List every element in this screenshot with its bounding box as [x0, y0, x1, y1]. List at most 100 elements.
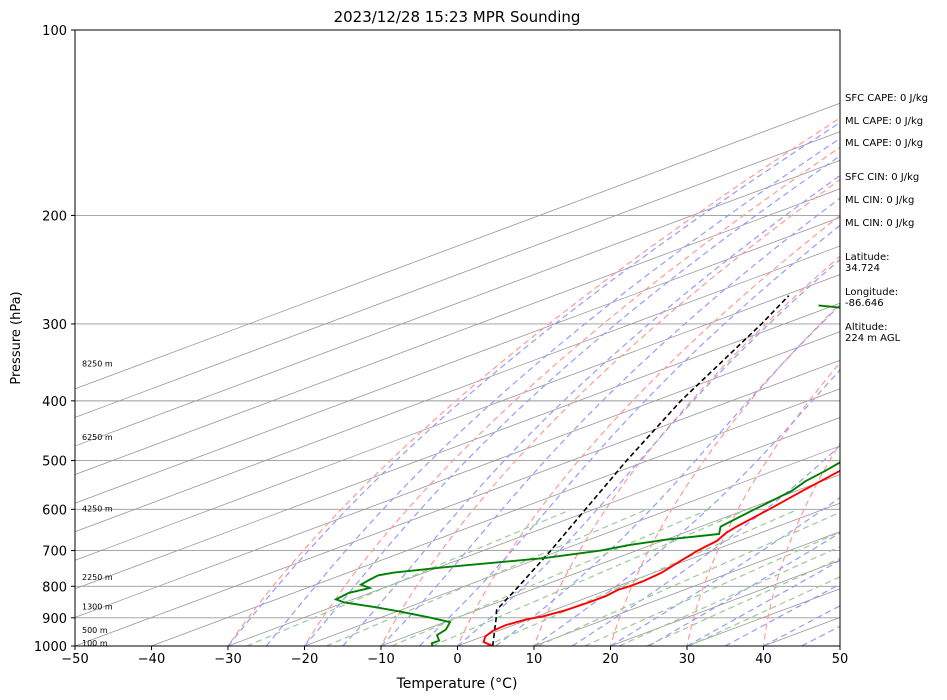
altitude-label: Altitude: — [845, 322, 888, 333]
moist-adiabat-line — [571, 444, 840, 646]
x-tick-label: 30 — [679, 652, 696, 667]
mixing-ratio-line — [646, 557, 840, 646]
y-tick-label: 300 — [42, 318, 67, 333]
x-tick-label: 50 — [832, 652, 849, 667]
background-lines — [75, 30, 840, 646]
isotherm-line — [151, 388, 840, 646]
height-label: 2250 m — [82, 573, 113, 582]
sfc-cape-text: SFC CAPE: 0 J/kg — [845, 93, 928, 104]
x-tick-label: 0 — [453, 652, 461, 667]
x-tick-label: −10 — [367, 652, 394, 667]
profile-lines — [333, 295, 840, 646]
isotherm-line — [227, 417, 840, 646]
ml-cin-text-2: ML CIN: 0 J/kg — [845, 218, 915, 229]
dry-adiabat-line — [762, 442, 840, 646]
isotherm-line — [457, 502, 840, 646]
ml-cape-text-2: ML CAPE: 0 J/kg — [845, 138, 924, 149]
moist-adiabat-line — [418, 224, 840, 646]
mixing-ratio-line — [584, 531, 840, 646]
mixing-ratio-line — [326, 508, 648, 646]
mixing-ratio-line — [688, 576, 840, 646]
parcel-profile-line — [491, 295, 790, 646]
height-label: 4250 m — [82, 504, 113, 513]
dry-adiabat-line — [456, 214, 840, 646]
temperature-profile-line — [482, 469, 840, 646]
dry-adiabat-line — [533, 255, 840, 646]
isotherm-line — [75, 274, 840, 561]
height-label: 8250 m — [82, 360, 113, 369]
x-tick-label: −30 — [214, 652, 241, 667]
y-tick-label: 900 — [42, 612, 67, 627]
dry-adiabat-lines — [227, 117, 840, 646]
x-tick-label: 20 — [602, 652, 619, 667]
y-tick-label: 200 — [42, 209, 67, 224]
altitude-value: 224 m AGL — [845, 333, 901, 344]
moist-adiabat-line — [380, 197, 840, 646]
dry-adiabat-line — [227, 117, 840, 646]
moist-adiabat-line — [304, 155, 840, 646]
sfc-cin-text: SFC CIN: 0 J/kg — [845, 172, 920, 183]
height-label: 6250 m — [82, 433, 113, 442]
isotherm-line — [75, 302, 840, 590]
moist-adiabat-line — [457, 258, 840, 646]
moist-adiabat-line — [227, 121, 840, 646]
isotherm-line — [75, 359, 840, 646]
isotherm-line — [75, 188, 840, 475]
x-axis-label: Temperature (°C) — [396, 676, 518, 692]
plot-frame — [74, 29, 841, 647]
longitude-value: -86.646 — [845, 298, 884, 309]
mixing-ratio-line — [537, 511, 840, 646]
latitude-value: 34.724 — [845, 263, 880, 274]
sounding-stats-panel: SFC CAPE: 0 J/kg ML CAPE: 0 J/kg ML CAPE… — [845, 0, 947, 700]
mixing-ratio-lines — [246, 508, 840, 646]
isotherm-line — [75, 131, 840, 418]
x-tick-label: 40 — [755, 652, 772, 667]
x-tick-label: 10 — [526, 652, 543, 667]
x-tick-label: −50 — [61, 652, 88, 667]
y-tick-label: 600 — [42, 503, 67, 518]
dry-adiabat-line — [686, 361, 840, 646]
dewpoint-profile-line — [333, 304, 840, 646]
x-tick-label: −40 — [138, 652, 165, 667]
y-axis-label: Pressure (hPa) — [9, 291, 24, 384]
isotherm-line — [75, 102, 840, 390]
longitude-block: Longitude: -86.646 — [845, 287, 898, 309]
chart-title: 2023/12/28 15:23 MPR Sounding — [334, 8, 581, 26]
y-tick-label: 100 — [42, 24, 67, 39]
x-tick-label: −20 — [291, 652, 318, 667]
isotherm-line — [75, 331, 840, 618]
moist-adiabat-line — [342, 174, 840, 646]
y-tick-label: 500 — [42, 455, 67, 470]
latitude-label: Latitude: — [845, 252, 890, 263]
mixing-ratio-line — [485, 508, 799, 646]
height-label: 500 m — [82, 626, 108, 635]
isobar-gridlines — [75, 30, 840, 646]
isotherm-line — [533, 531, 840, 646]
longitude-label: Longitude: — [845, 287, 899, 298]
ml-cape-text: ML CAPE: 0 J/kg — [845, 116, 924, 127]
mixing-ratio-line — [391, 508, 710, 646]
mixing-ratio-line — [619, 545, 840, 646]
height-labels: 100 m 500 m 1300 m 2250 m 4250 m 6250 m 8250 m — [82, 360, 113, 648]
y-tick-label: 700 — [42, 545, 67, 560]
x-axis: −50 −40 −30 −20 −10 0 10 20 30 40 50 — [61, 646, 848, 667]
isotherm-line — [304, 445, 840, 646]
y-tick-label: 1000 — [34, 640, 67, 655]
mixing-ratio-line — [246, 508, 572, 646]
height-label: 1300 m — [82, 602, 113, 611]
moist-adiabat-line — [265, 137, 840, 646]
ml-cin-text: ML CIN: 0 J/kg — [845, 195, 915, 206]
isotherm-line — [380, 474, 840, 646]
moist-adiabat-line — [495, 304, 840, 646]
isotherm-line — [75, 217, 840, 504]
isotherm-line — [75, 245, 840, 533]
latitude-block: Latitude: 34.724 — [845, 252, 890, 274]
moist-adiabat-line — [725, 583, 840, 646]
isotherm-lines — [75, 102, 840, 646]
isotherm-line — [75, 159, 840, 447]
dry-adiabat-line — [380, 178, 840, 646]
y-tick-label: 400 — [42, 395, 67, 410]
moist-adiabat-lines — [227, 121, 840, 646]
altitude-block: Altitude: 224 m AGL — [845, 322, 900, 344]
